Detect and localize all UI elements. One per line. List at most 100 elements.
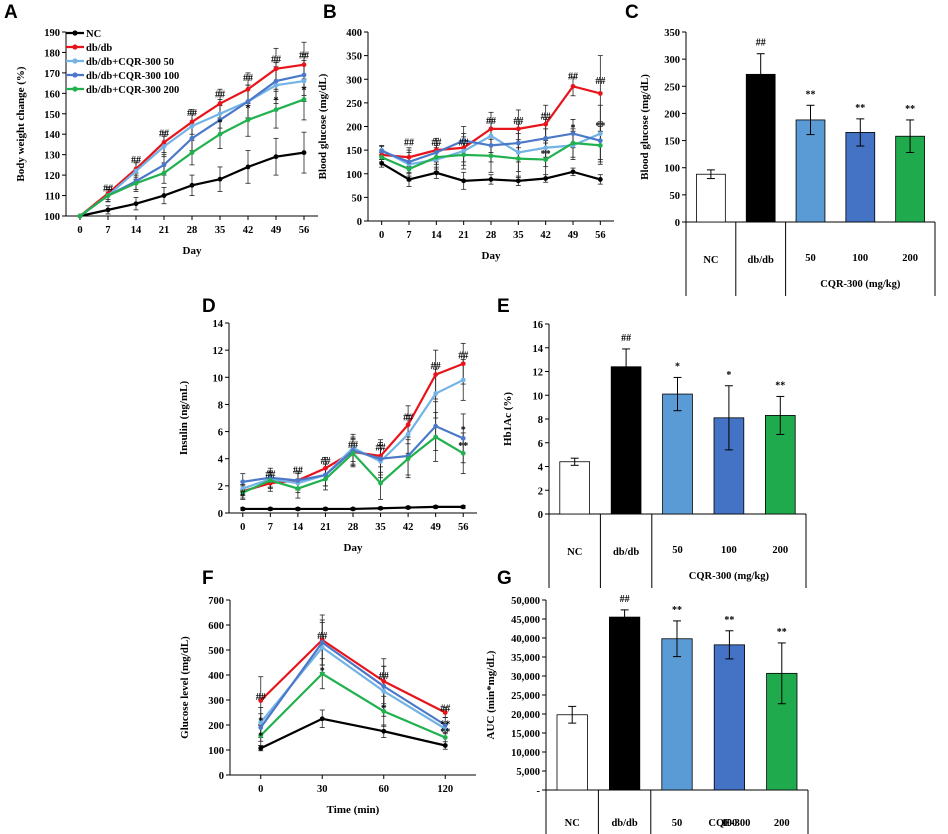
y-axis-title-g: AUC (min*mg/dL) — [485, 650, 497, 739]
data-point-cqr100 — [323, 472, 328, 478]
legend-marker-dbdb — [72, 44, 78, 50]
y-tick-label-b: 350 — [346, 52, 362, 63]
y-tick-label-g: 50,000 — [511, 596, 540, 607]
y-axis-title-b: Blood glucose (mg/dL) — [317, 73, 329, 179]
y-tick-label-c: 50 — [670, 191, 681, 202]
data-point-cqr200 — [461, 152, 467, 158]
data-point-NC — [245, 164, 251, 170]
y-tick-label-e: 16 — [533, 320, 544, 331]
group-label-c: CQR-300 (mg/kg) — [820, 279, 901, 290]
data-point-cqr50 — [433, 391, 439, 396]
y-tick-label-f: 400 — [208, 671, 224, 682]
data-point-cqr50 — [405, 431, 411, 437]
data-point-NC — [406, 177, 412, 182]
data-point-NC — [379, 160, 385, 166]
x-tick-label-a: 28 — [187, 225, 198, 236]
y-tick-label-f: 200 — [208, 721, 224, 732]
y-tick-label-a: 100 — [44, 212, 60, 223]
significance-label-b: ** — [541, 149, 551, 160]
data-point-cqr200 — [245, 117, 251, 123]
y-axis-title-c: Blood glucose (mg/dL) — [639, 74, 651, 180]
significance-label-f: * — [381, 703, 386, 714]
significance-label-d: ** — [458, 441, 468, 452]
x-tick-label-a: 7 — [105, 225, 110, 236]
significance-label-b: ## — [541, 111, 551, 122]
data-point-NC — [161, 193, 167, 198]
significance-label-e: ## — [621, 333, 631, 344]
data-point-NC — [461, 178, 467, 184]
x-tick-label-d: 56 — [458, 522, 469, 533]
significance-label-b: ## — [459, 137, 469, 148]
significance-label-a: ## — [215, 89, 225, 100]
y-tick-label-a: 120 — [44, 171, 60, 182]
y-tick-label-b: 400 — [346, 28, 362, 39]
significance-label-a: ## — [131, 155, 141, 166]
legend-label-cqr50: db/db+CQR-300 50 — [86, 57, 174, 68]
data-point-cqr200 — [597, 143, 603, 148]
bar-g-3 — [713, 644, 745, 791]
significance-label-d: # — [240, 489, 245, 500]
y-tick-label-b: 0 — [357, 217, 362, 228]
significance-label-d: ## — [293, 466, 303, 477]
y-tick-label-d: 0 — [218, 509, 223, 520]
x-tick-label-f: 120 — [437, 784, 453, 795]
y-tick-label-f: 300 — [208, 696, 224, 707]
data-point-cqr100 — [319, 640, 325, 645]
significance-label-a: ## — [187, 108, 197, 119]
bar-c-0 — [696, 173, 726, 223]
data-point-NC — [543, 176, 549, 181]
x-tick-label-d: 7 — [268, 522, 273, 533]
x-tick-label-a: 56 — [299, 225, 310, 236]
y-axis-title-a: Body weight change (%) — [15, 66, 27, 182]
data-point-NC — [460, 504, 466, 510]
data-point-NC — [442, 743, 448, 748]
category-label-g: db/db — [611, 818, 637, 829]
series-line-cqr200 — [259, 672, 446, 739]
significance-label-d: ## — [348, 440, 358, 451]
data-point-NC — [133, 201, 139, 207]
panel-letter-d: D — [202, 296, 216, 317]
bar-g-2 — [661, 638, 693, 791]
data-point-cqr100 — [189, 135, 195, 141]
data-point-NC — [189, 182, 195, 188]
data-point-NC — [240, 506, 246, 512]
significance-label-e: * — [675, 361, 680, 372]
data-point-cqr100 — [460, 435, 466, 441]
y-tick-label-e: 14 — [533, 344, 544, 355]
significance-label-d: ## — [458, 350, 468, 361]
y-tick-label-e: 12 — [533, 368, 544, 379]
data-point-cqr100 — [161, 162, 167, 168]
x-tick-label-b: 28 — [486, 230, 497, 241]
data-point-cqr200 — [442, 735, 448, 740]
data-point-NC — [323, 506, 328, 512]
series-line-dbdb — [242, 362, 464, 493]
data-point-cqr200 — [381, 708, 387, 714]
data-point-cqr200 — [301, 97, 307, 102]
data-point-cqr200 — [189, 150, 195, 156]
x-tick-label-f: 60 — [379, 784, 390, 795]
y-tick-label-a: 110 — [45, 192, 60, 203]
data-point-dbdb — [245, 86, 251, 92]
y-tick-label-e: 0 — [538, 510, 543, 521]
data-point-cqr50 — [273, 82, 279, 88]
data-point-cqr50 — [442, 726, 448, 732]
category-label-g: NC — [565, 818, 580, 829]
data-point-dbdb — [515, 126, 521, 132]
data-point-NC — [433, 504, 439, 510]
significance-label-b: * — [571, 123, 576, 134]
y-tick-label-e: 8 — [538, 415, 543, 426]
data-point-cqr100 — [245, 99, 251, 104]
y-tick-label-c: 150 — [664, 137, 680, 148]
y-tick-label-g: - — [537, 786, 541, 797]
x-tick-label-b: 49 — [568, 230, 579, 241]
x-tick-label-f: 30 — [317, 784, 328, 795]
data-point-cqr200 — [77, 213, 83, 219]
series-line-dbdb — [259, 638, 446, 714]
y-tick-label-b: 50 — [352, 193, 363, 204]
data-point-NC — [378, 505, 383, 511]
legend-label-dbdb: db/db — [86, 43, 112, 54]
significance-label-f: * — [258, 731, 263, 742]
significance-label-d: ## — [376, 443, 386, 454]
y-tick-label-a: 170 — [44, 69, 60, 80]
